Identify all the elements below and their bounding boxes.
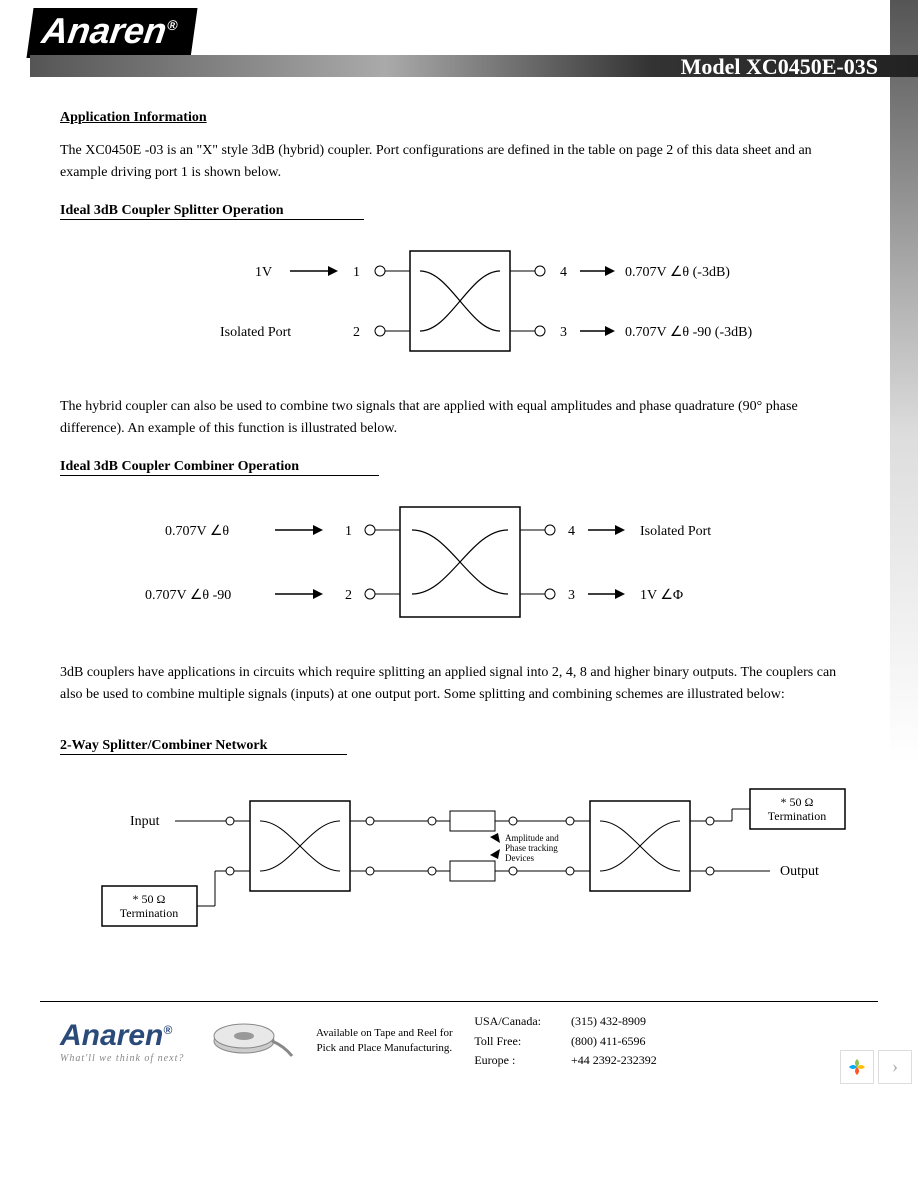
- d1-p1-label: 1V: [255, 265, 272, 280]
- svg-text:Termination: Termination: [768, 809, 826, 823]
- tape-reel-icon: [204, 1016, 294, 1066]
- num-usa: (315) 432-8909: [571, 1012, 657, 1031]
- para-combiner: The hybrid coupler can also be used to c…: [60, 396, 858, 441]
- page-header: Anaren® Model XC0450E-03S: [0, 0, 918, 90]
- contact-regions: USA/Canada: Toll Free: Europe :: [474, 1012, 541, 1070]
- diagram3-title: 2-Way Splitter/Combiner Network: [60, 738, 347, 755]
- num-europe: +44 2392-232392: [571, 1051, 657, 1070]
- svg-text:4: 4: [568, 524, 575, 539]
- svg-text:* 50 Ω: * 50 Ω: [133, 892, 166, 906]
- d1-p3-label: 0.707V ∠θ -90 (-3dB): [625, 325, 752, 340]
- viewer-logo-icon[interactable]: [840, 1050, 874, 1084]
- d2-p4-label: Isolated Port: [640, 524, 711, 539]
- main-content: Application Information The XC0450E -03 …: [0, 90, 918, 981]
- brand-name: Anaren: [39, 10, 169, 51]
- svg-text:* 50 Ω: * 50 Ω: [781, 795, 814, 809]
- reg-mark: ®: [166, 17, 179, 33]
- d1-p2-label: Isolated Port: [220, 325, 291, 340]
- viewer-controls: ›: [840, 1050, 912, 1084]
- diagram-combiner: 1 0.707V ∠θ 2 0.707V ∠θ -90 4 Isolated P…: [60, 492, 858, 632]
- num-tollfree: (800) 411-6596: [571, 1032, 657, 1051]
- d3-output-label: Output: [780, 864, 819, 879]
- svg-text:2: 2: [353, 325, 360, 340]
- svg-text:3: 3: [568, 588, 575, 603]
- brand-logo-top: Anaren®: [26, 8, 197, 58]
- svg-text:2: 2: [345, 588, 352, 603]
- footer-availability: Available on Tape and Reel for Pick and …: [314, 1026, 454, 1057]
- d1-p4-label: 0.707V ∠θ (-3dB): [625, 265, 730, 280]
- region-usa: USA/Canada:: [474, 1012, 541, 1031]
- footer-tagline: What'll we think of next?: [60, 1053, 184, 1064]
- para-applications: 3dB couplers have applications in circui…: [60, 662, 858, 707]
- region-europe: Europe :: [474, 1051, 541, 1070]
- model-title: Model XC0450E-03S: [681, 54, 878, 80]
- d3-devices-label: Amplitude and: [505, 833, 559, 843]
- footer-reg: ®: [163, 1023, 172, 1037]
- svg-text:1: 1: [353, 265, 360, 280]
- diagram2-title: Ideal 3dB Coupler Combiner Operation: [60, 459, 379, 476]
- section-title-appinfo: Application Information: [60, 110, 858, 126]
- d2-p1-label: 0.707V ∠θ: [165, 524, 229, 539]
- region-tollfree: Toll Free:: [474, 1032, 541, 1051]
- footer-contacts: USA/Canada: Toll Free: Europe : (315) 43…: [474, 1012, 656, 1070]
- svg-text:Termination: Termination: [120, 906, 178, 920]
- diagram1-title: Ideal 3dB Coupler Splitter Operation: [60, 203, 364, 220]
- para-intro: The XC0450E -03 is an "X" style 3dB (hyb…: [60, 140, 858, 185]
- splitter-svg: 1 1V 2 Isolated Port 4 0.707V ∠θ (-3dB) …: [60, 236, 840, 366]
- next-page-button[interactable]: ›: [878, 1050, 912, 1084]
- d3-input-label: Input: [130, 814, 160, 829]
- svg-text:Phase tracking: Phase tracking: [505, 843, 558, 853]
- svg-text:4: 4: [560, 265, 567, 280]
- svg-text:Devices: Devices: [505, 853, 534, 863]
- combiner-svg: 1 0.707V ∠θ 2 0.707V ∠θ -90 4 Isolated P…: [60, 492, 840, 632]
- footer-brand-block: Anaren® What'll we think of next?: [60, 1019, 184, 1064]
- footer-logo: Anaren®: [60, 1019, 184, 1053]
- footer-brand-text: Anaren: [60, 1019, 163, 1052]
- diagram-network: Input Output * 50 Ω Termination * 50 Ω T…: [60, 771, 858, 941]
- diagram-splitter: 1 1V 2 Isolated Port 4 0.707V ∠θ (-3dB) …: [60, 236, 858, 366]
- network-svg: Input Output * 50 Ω Termination * 50 Ω T…: [60, 771, 860, 941]
- contact-numbers: (315) 432-8909 (800) 411-6596 +44 2392-2…: [571, 1012, 657, 1070]
- page-footer: Anaren® What'll we think of next? Availa…: [0, 1002, 918, 1090]
- svg-text:3: 3: [560, 325, 567, 340]
- d2-p2-label: 0.707V ∠θ -90: [145, 588, 231, 603]
- d2-p3-label: 1V ∠Φ: [640, 588, 683, 603]
- svg-text:1: 1: [345, 524, 352, 539]
